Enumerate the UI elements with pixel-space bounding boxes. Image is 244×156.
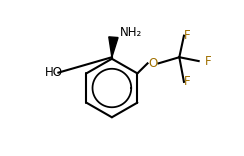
Text: HO: HO xyxy=(44,66,62,79)
Text: NH₂: NH₂ xyxy=(120,26,142,39)
Text: F: F xyxy=(184,29,191,42)
Polygon shape xyxy=(109,37,118,57)
Text: O: O xyxy=(148,57,158,70)
Text: F: F xyxy=(205,55,212,68)
Text: F: F xyxy=(184,75,191,88)
